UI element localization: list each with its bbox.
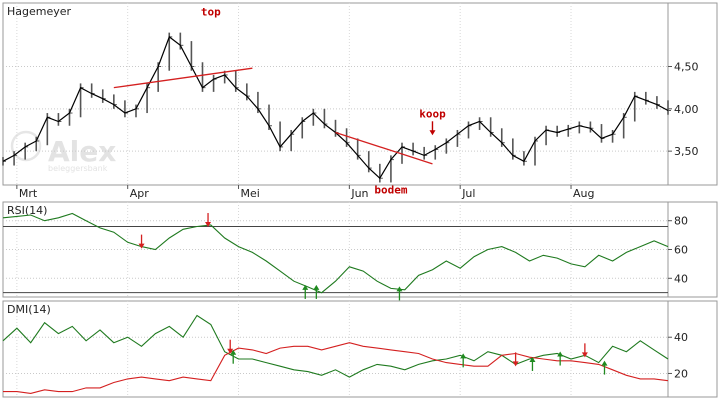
y-tick-label: 40 [674,331,688,344]
series-line-0 [2,314,669,378]
buy-signal-head [230,349,237,355]
trendline-top [113,67,253,89]
buy-signal-head [601,360,608,366]
y-tick-label: 80 [674,215,688,228]
panel-1: 40 60 80 RSI(14) [2,201,718,301]
sell-signal-head [512,361,519,367]
x-tick-label: Jun [350,187,368,200]
buy-signal-head [302,284,309,290]
x-tick-label: Mei [241,187,260,200]
trendline-bottom [335,131,433,165]
y-tick-label: 4,50 [674,60,699,73]
panel-frame [2,300,669,398]
axis-frame [667,300,718,398]
y-tick-label: 3,50 [674,145,699,158]
buy-signal-head [313,284,320,290]
y-tick-label: 60 [674,244,688,257]
svg-text:beleggersbank: beleggersbank [48,164,108,173]
panel-title: RSI(14) [7,204,47,217]
sell-signal-head [581,352,588,358]
panel-title: DMI(14) [7,303,51,316]
x-tick-label: Apr [130,187,150,200]
series-line-0 [2,212,669,294]
annotation-2: bodem [374,183,407,196]
svg-text:Alex: Alex [48,135,116,168]
panel-title: Hagemeyer [7,5,72,18]
buy-signal-head [396,286,403,292]
sell-signal-head [227,348,234,354]
axis-frame [667,2,718,186]
y-tick-label: 20 [674,367,688,380]
annotation-1: koop [419,107,446,120]
series-line-1 [3,342,669,394]
buy-signal-head [557,351,564,357]
x-tick-label: Aug [573,187,594,200]
sell-signal-head [138,243,145,249]
buy-signal-head [460,353,467,359]
alex-logo: Alex beleggersbank [10,130,116,173]
x-tick-label: Mrt [19,187,38,200]
sell-signal-head [205,222,212,228]
annotation-0: top [201,6,221,19]
y-tick-label: 40 [674,272,688,285]
panel-0: 3,50 4,00 4,50 Hagemeyer Mrt Apr Mei Jun Jul Aug t… [2,2,718,200]
y-tick-label: 4,00 [674,103,699,116]
x-tick-label: Jul [461,187,475,200]
price-line [2,35,669,180]
panel-2: 20 40 DMI(14) [2,300,718,398]
annotation-arrow-head [429,130,436,136]
buy-signal-head [529,356,536,362]
